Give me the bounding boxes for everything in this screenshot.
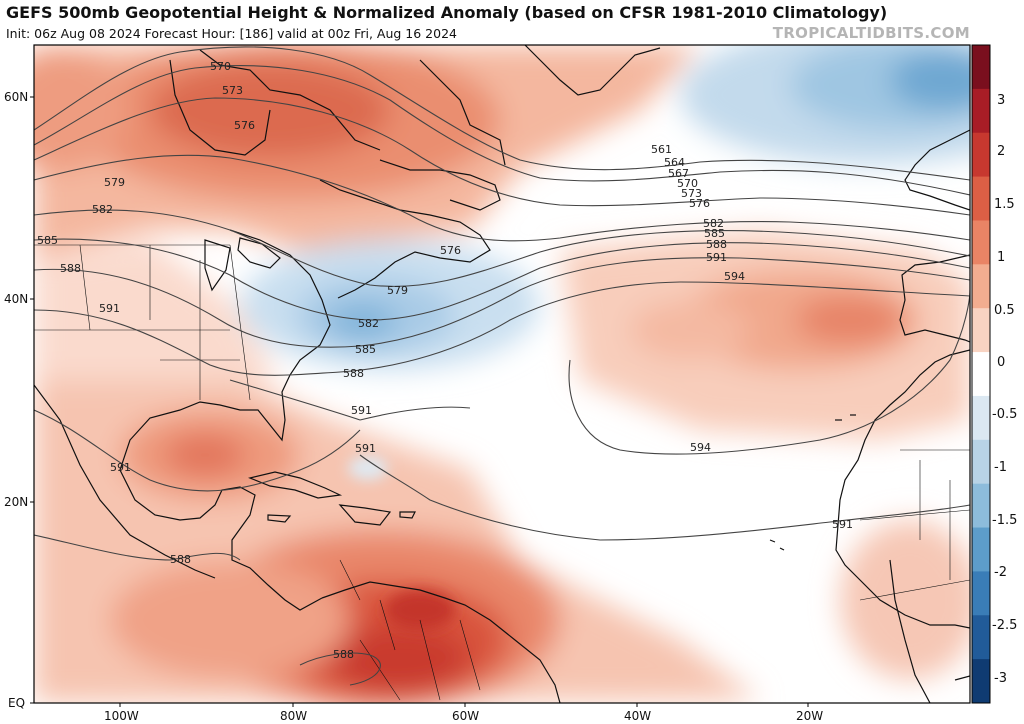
map-subtitle: Init: 06z Aug 08 2024 Forecast Hour: [18… (6, 26, 457, 41)
contour-label: 591 (351, 404, 372, 417)
contour-label: 585 (704, 227, 725, 240)
contour-label: 582 (358, 317, 379, 330)
lat-label: 20N (4, 495, 28, 509)
contour-label: 579 (104, 176, 125, 189)
map-frame (30, 44, 971, 707)
colorbar-segment (972, 308, 990, 353)
lon-label: 100W (104, 709, 139, 723)
contour-label: 585 (355, 343, 376, 356)
colorbar-segment (972, 659, 990, 704)
colorbar-segment (972, 132, 990, 178)
colorbar-tick: 2 (997, 144, 1005, 159)
lon-label: 60W (452, 709, 479, 723)
contour-label: 573 (681, 187, 702, 200)
contour-label: 594 (724, 270, 745, 283)
contour-label: 594 (690, 441, 711, 454)
contour-label: 567 (668, 167, 689, 180)
colorbar-segment (972, 483, 990, 529)
colorbar: 3 2 1.5 1 0.5 0 -0.5 -1 -1.5 -2 -2.5 -3 (971, 44, 1017, 704)
contour-label: 582 (703, 217, 724, 230)
contour-label: 585 (37, 234, 58, 247)
coastlines (34, 45, 970, 703)
contour-label: 576 (234, 119, 255, 132)
contour-labels: 570 573 576 579 582 585 588 591 576 579 … (37, 60, 853, 661)
colorbar-segment (972, 220, 990, 265)
map-title: GEFS 500mb Geopotential Height & Normali… (6, 3, 888, 22)
lon-label: 80W (280, 709, 307, 723)
contour-label: 561 (651, 143, 672, 156)
contour-label: 588 (333, 648, 354, 661)
colorbar-tick: -2.5 (992, 618, 1017, 633)
colorbar-segment (972, 527, 990, 572)
contour-label: 591 (99, 302, 120, 315)
contour-label: 591 (355, 442, 376, 455)
contour-label: 573 (222, 84, 243, 97)
contour-label: 588 (706, 238, 727, 251)
colorbar-segment (972, 264, 990, 309)
colorbar-tick: -1 (994, 460, 1007, 475)
colorbar-tick: -0.5 (992, 407, 1017, 422)
lat-label: 40N (4, 292, 28, 306)
contour-label: 564 (664, 156, 685, 169)
colorbar-tick: 1.5 (994, 197, 1015, 212)
contour-label: 591 (110, 461, 131, 474)
lon-label: 40W (624, 709, 651, 723)
contour-label: 588 (170, 553, 191, 566)
contour-label: 582 (92, 203, 113, 216)
colorbar-tick: 1 (997, 250, 1005, 265)
contour-label: 591 (706, 251, 727, 264)
colorbar-segment (972, 439, 990, 485)
colorbar-segment (972, 395, 990, 441)
colorbar-segment (972, 571, 990, 616)
colorbar-tick: -3 (994, 671, 1007, 686)
lon-label: 20W (796, 709, 823, 723)
contour-label: 576 (440, 244, 461, 257)
colorbar-tick: 0 (997, 355, 1005, 370)
contour-label: 588 (60, 262, 81, 275)
colorbar-segment (972, 615, 990, 660)
colorbar-tick: 0.5 (994, 303, 1015, 318)
height-contours (34, 46, 970, 686)
colorbar-tick: -1.5 (992, 513, 1017, 528)
contour-label: 591 (832, 518, 853, 531)
latitude-labels: 60N 40N 20N EQ (4, 90, 28, 710)
contour-label: 579 (387, 284, 408, 297)
lat-label: EQ (8, 696, 25, 710)
longitude-labels: 100W 80W 60W 40W 20W (104, 709, 823, 723)
anomaly-shading (34, 45, 970, 703)
contour-label: 588 (343, 367, 364, 380)
colorbar-tick: 3 (997, 93, 1005, 108)
brand-watermark: TROPICALTIDBITS.COM (772, 24, 970, 42)
contour-label: 570 (677, 177, 698, 190)
contour-label: 570 (210, 60, 231, 73)
colorbar-segment (972, 45, 990, 90)
contour-label: 576 (689, 197, 710, 210)
colorbar-tick: -2 (994, 565, 1007, 580)
colorbar-segment (972, 352, 990, 397)
colorbar-segment (972, 88, 990, 134)
colorbar-segment (972, 176, 990, 221)
lat-label: 60N (4, 90, 28, 104)
